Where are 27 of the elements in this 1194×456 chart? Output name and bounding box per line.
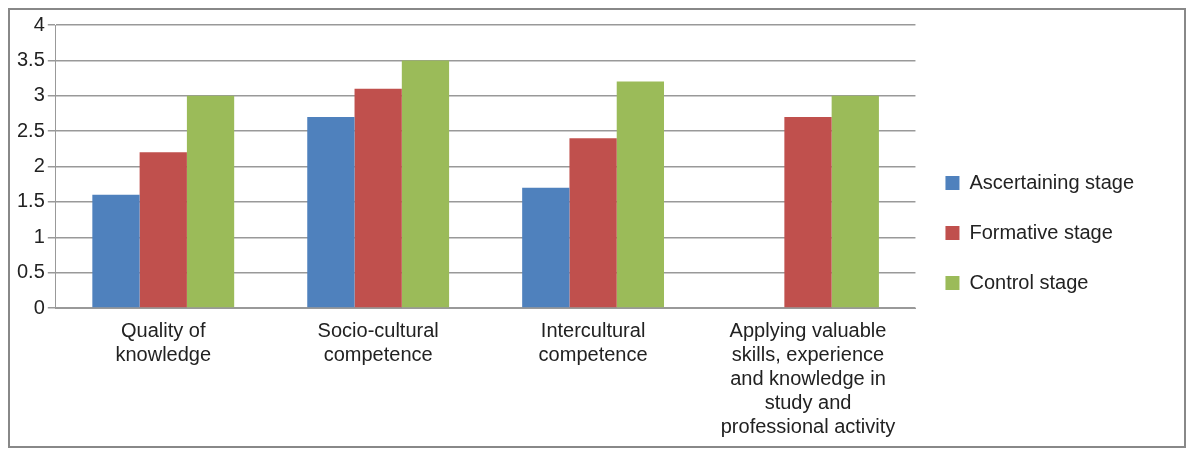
bar	[831, 95, 879, 308]
y-tick-label: 0	[33, 295, 45, 318]
bar	[92, 194, 140, 308]
y-tick-label: 2	[33, 154, 45, 177]
x-tick-label: Quality of knowledge	[115, 318, 212, 365]
y-tick-label: 1	[33, 224, 45, 247]
bar	[616, 81, 665, 308]
bar	[307, 116, 355, 308]
y-tick-label: 3.5	[16, 47, 45, 70]
legend-label: Control stage	[969, 270, 1089, 293]
y-tick-label: 0.5	[16, 260, 45, 283]
bar	[784, 116, 832, 308]
legend-label: Formative stage	[969, 220, 1113, 243]
bar	[522, 187, 570, 308]
legend-label: Ascertaining stage	[969, 170, 1135, 193]
x-tick-label: Socio-cultural competence	[317, 318, 439, 365]
bar	[354, 88, 402, 308]
x-tick-label: Applying valuable skills, experience and knowledge in study and professional activity	[720, 318, 896, 437]
bar	[569, 138, 617, 308]
bar	[401, 60, 450, 308]
bar	[139, 152, 187, 308]
y-tick-label: 1.5	[16, 189, 45, 212]
bar	[186, 95, 235, 308]
y-tick-label: 4	[33, 12, 45, 35]
y-tick-label: 2.5	[16, 118, 45, 141]
y-tick-label: 3	[33, 83, 45, 106]
x-tick-label: Intercultural competence	[538, 318, 648, 365]
